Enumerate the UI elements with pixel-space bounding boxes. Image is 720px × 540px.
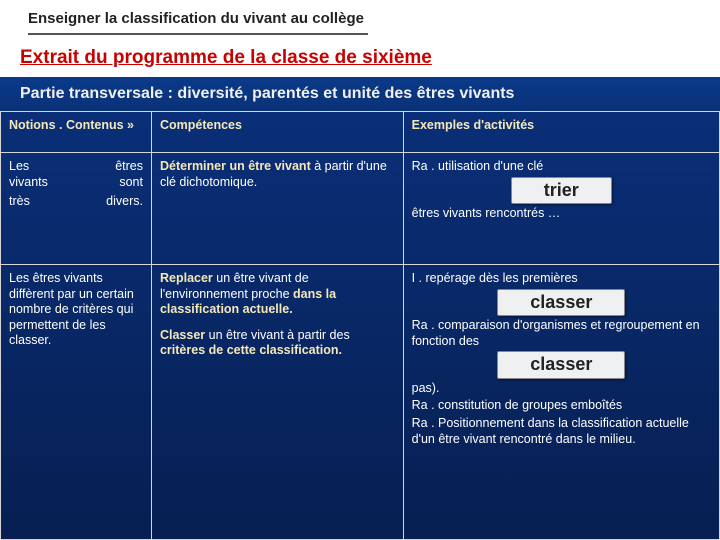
tag-classer-1: classer	[497, 289, 625, 317]
comp2b-suffix: critères de cette classification.	[160, 343, 342, 357]
act2-line6: Ra . constitution de groupes emboîtés	[412, 398, 711, 414]
act1-line1: Ra . utilisation d'une clé	[412, 159, 711, 175]
top-header: Enseigner la classification du vivant au…	[0, 0, 720, 41]
notions1-line3: très divers.	[9, 194, 143, 210]
col-header-notions: Notions . Contenus »	[1, 112, 152, 153]
cell-comp-2: Replacer un être vivant de l'environneme…	[151, 264, 403, 539]
section-band: Partie transversale : diversité, parenté…	[0, 77, 720, 111]
tag-classer-2: classer	[497, 351, 625, 379]
act2-line3: Ra . comparaison d'organismes et regroup…	[412, 318, 711, 349]
cell-comp-1: Déterminer un être vivant à partir d'une…	[151, 153, 403, 265]
tag-trier: trier	[511, 177, 612, 205]
cell-act-2: I . repérage dès les premières classer R…	[403, 264, 719, 539]
notions1-line2: vivants sont	[9, 175, 143, 189]
act1-line3: êtres vivants rencontrés …	[412, 206, 711, 222]
subtitle-bar: Extrait du programme de la classe de six…	[0, 41, 720, 77]
table-row: Les êtres vivants diffèrent par un certa…	[1, 264, 720, 539]
cell-notions-1: Les êtres vivants sont très divers.	[1, 153, 152, 265]
curriculum-table: Notions . Contenus » Compétences Exemple…	[0, 111, 720, 540]
comp1-keyword: Déterminer un être vivant	[160, 159, 314, 173]
cell-notions-2: Les êtres vivants diffèrent par un certa…	[1, 264, 152, 539]
col-header-competences: Compétences	[151, 112, 403, 153]
act2-line7: Ra . Positionnement dans la classificati…	[412, 416, 711, 447]
comp2b-keyword: Classer	[160, 328, 205, 342]
table-wrapper: Notions . Contenus » Compétences Exemple…	[0, 111, 720, 540]
comp2a-keyword: Replacer	[160, 271, 213, 285]
table-header-row: Notions . Contenus » Compétences Exemple…	[1, 112, 720, 153]
subtitle-text: Extrait du programme de la classe de six…	[20, 47, 696, 69]
table-row: Les êtres vivants sont très divers. Déte…	[1, 153, 720, 265]
cell-act-1: Ra . utilisation d'une clé trier êtres v…	[403, 153, 719, 265]
act2-line5: pas).	[412, 381, 711, 397]
act2-line1: I . repérage dès les premières	[412, 271, 711, 287]
notions1-line1: Les êtres	[9, 159, 143, 173]
comp2b-mid: un être vivant à partir des	[205, 328, 350, 342]
col-header-exemples: Exemples d'activités	[403, 112, 719, 153]
page-title: Enseigner la classification du vivant au…	[28, 10, 696, 27]
slide-root: Enseigner la classification du vivant au…	[0, 0, 720, 540]
section-band-text: Partie transversale : diversité, parenté…	[20, 85, 700, 103]
title-underline	[28, 33, 368, 35]
